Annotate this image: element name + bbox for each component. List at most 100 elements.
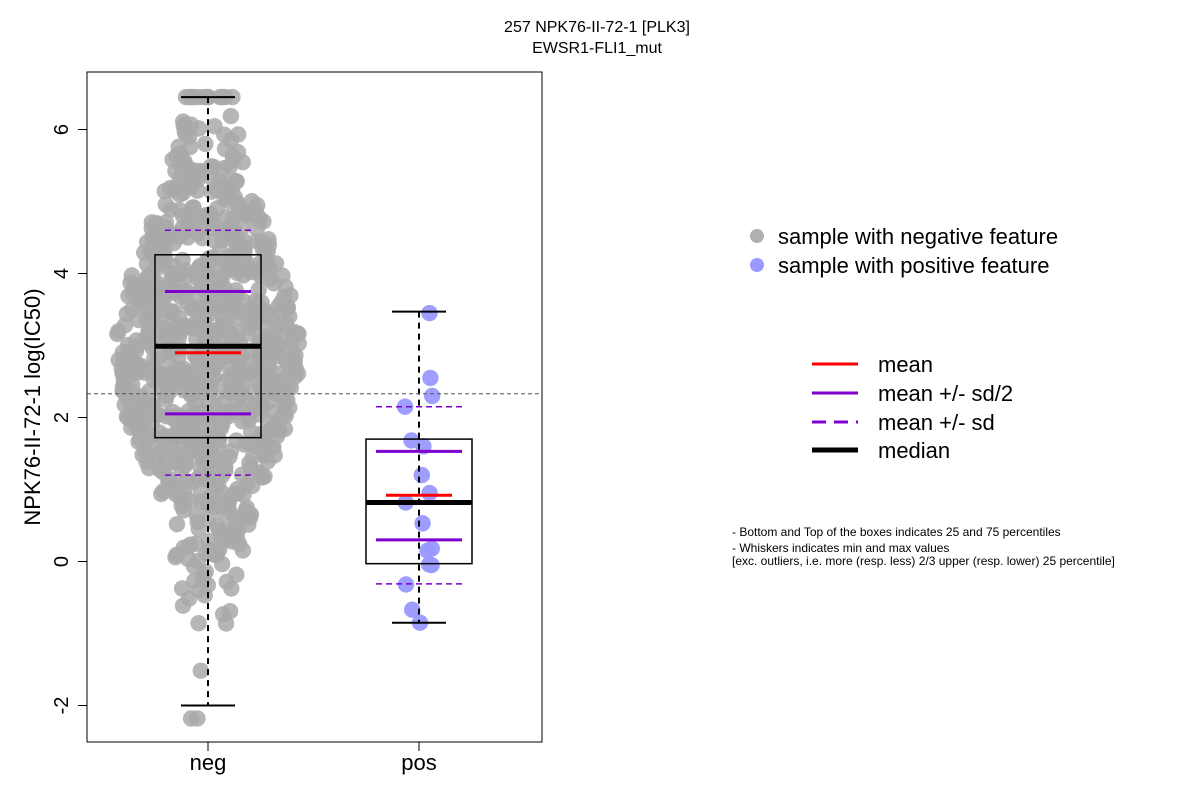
neg-point bbox=[261, 259, 279, 277]
neg-point bbox=[272, 409, 289, 426]
neg-point bbox=[174, 597, 192, 614]
neg-point bbox=[219, 500, 236, 517]
neg-point bbox=[204, 210, 221, 228]
pos-point bbox=[404, 601, 421, 618]
neg-point bbox=[168, 546, 185, 563]
note-line-3: [exc. outliers, i.e. more (resp. less) 2… bbox=[732, 554, 1115, 568]
neg-point bbox=[254, 360, 272, 377]
neg-point bbox=[238, 499, 255, 516]
legend-line-label: median bbox=[878, 438, 950, 463]
neg-point bbox=[168, 516, 186, 533]
pos-points-group bbox=[396, 304, 441, 631]
neg-point bbox=[250, 281, 267, 298]
neg-point bbox=[157, 196, 174, 213]
neg-point bbox=[286, 353, 303, 370]
neg-point bbox=[199, 251, 216, 269]
y-axis-label: NPK76-II-72-1 log(IC50) bbox=[20, 288, 45, 525]
neg-point bbox=[221, 603, 239, 620]
legend-sample-marker bbox=[750, 229, 764, 243]
neg-point bbox=[116, 317, 134, 334]
pos-point bbox=[424, 387, 441, 405]
neg-point bbox=[217, 462, 234, 479]
neg-point bbox=[261, 328, 278, 345]
y-tick-label: 0 bbox=[51, 556, 73, 567]
neg-point bbox=[210, 476, 227, 494]
pos-point bbox=[396, 398, 414, 415]
neg-point bbox=[190, 581, 207, 599]
neg-point bbox=[224, 258, 242, 275]
note-line-1: - Bottom and Top of the boxes indicates … bbox=[732, 525, 1061, 539]
x-tick-label: pos bbox=[401, 750, 436, 775]
neg-point bbox=[200, 374, 217, 392]
neg-point bbox=[164, 257, 182, 274]
y-tick-label: -2 bbox=[51, 697, 73, 715]
y-tick-label: 6 bbox=[51, 124, 73, 135]
neg-point bbox=[118, 408, 136, 425]
neg-point bbox=[152, 248, 169, 266]
neg-point bbox=[190, 615, 207, 632]
chart-title: 257 NPK76-II-72-1 [PLK3] bbox=[504, 19, 690, 36]
neg-point bbox=[226, 485, 243, 502]
axes-group: -2 0 2 4 6 neg pos NPK76-II-72-1 log(IC50) bbox=[20, 71, 543, 775]
pos-point bbox=[419, 542, 436, 559]
chart-subtitle: EWSR1-FLI1_mut bbox=[532, 40, 662, 57]
neg-point bbox=[198, 322, 215, 339]
neg-point bbox=[189, 552, 206, 570]
neg-point bbox=[253, 397, 271, 415]
neg-point bbox=[248, 233, 266, 250]
neg-point bbox=[202, 158, 220, 175]
neg-point bbox=[273, 320, 290, 338]
neg-points-group bbox=[109, 88, 307, 727]
legend-sample-label: sample with negative feature bbox=[778, 224, 1058, 249]
neg-point bbox=[123, 267, 141, 284]
neg-point bbox=[188, 269, 206, 286]
neg-point bbox=[183, 421, 201, 438]
neg-point bbox=[173, 158, 190, 175]
pos-point bbox=[421, 484, 438, 502]
pos-point bbox=[414, 515, 431, 532]
neg-point bbox=[180, 207, 197, 225]
plot-frame bbox=[86, 71, 543, 743]
y-tick-label: 2 bbox=[51, 412, 73, 423]
neg-point bbox=[222, 222, 240, 239]
neg-point bbox=[180, 364, 197, 381]
neg-point bbox=[274, 267, 291, 284]
neg-point bbox=[273, 294, 290, 311]
legend-sample-label: sample with positive feature bbox=[778, 253, 1049, 278]
boxes-group bbox=[154, 96, 473, 707]
neg-point bbox=[127, 280, 145, 297]
neg-point bbox=[214, 306, 231, 323]
neg-point bbox=[218, 573, 235, 590]
neg-point bbox=[134, 446, 151, 463]
neg-point bbox=[222, 107, 240, 125]
neg-point bbox=[176, 382, 193, 399]
neg-point bbox=[128, 337, 146, 355]
neg-point bbox=[171, 228, 189, 245]
legend-line-label: mean bbox=[878, 352, 933, 377]
neg-point bbox=[256, 468, 273, 485]
neg-point bbox=[151, 235, 168, 252]
neg-point bbox=[194, 230, 211, 247]
neg-point bbox=[201, 495, 218, 513]
neg-point bbox=[191, 305, 208, 322]
neg-point bbox=[189, 710, 206, 727]
neg-point bbox=[161, 179, 179, 197]
neg-point bbox=[166, 323, 184, 341]
neg-point bbox=[192, 662, 209, 679]
legend-line-label: mean +/- sd/2 bbox=[878, 381, 1013, 406]
neg-point bbox=[165, 479, 182, 496]
neg-point bbox=[222, 385, 239, 402]
neg-point bbox=[244, 448, 262, 466]
neg-point bbox=[189, 182, 206, 199]
neg-point bbox=[163, 408, 180, 426]
neg-point bbox=[264, 439, 281, 456]
neg-point bbox=[245, 206, 262, 223]
neg-point bbox=[224, 360, 242, 377]
neg-point bbox=[158, 221, 175, 238]
neg-point bbox=[140, 383, 158, 400]
neg-point bbox=[224, 152, 241, 169]
neg-point bbox=[289, 325, 306, 342]
neg-point bbox=[138, 255, 156, 273]
neg-point bbox=[227, 173, 245, 190]
